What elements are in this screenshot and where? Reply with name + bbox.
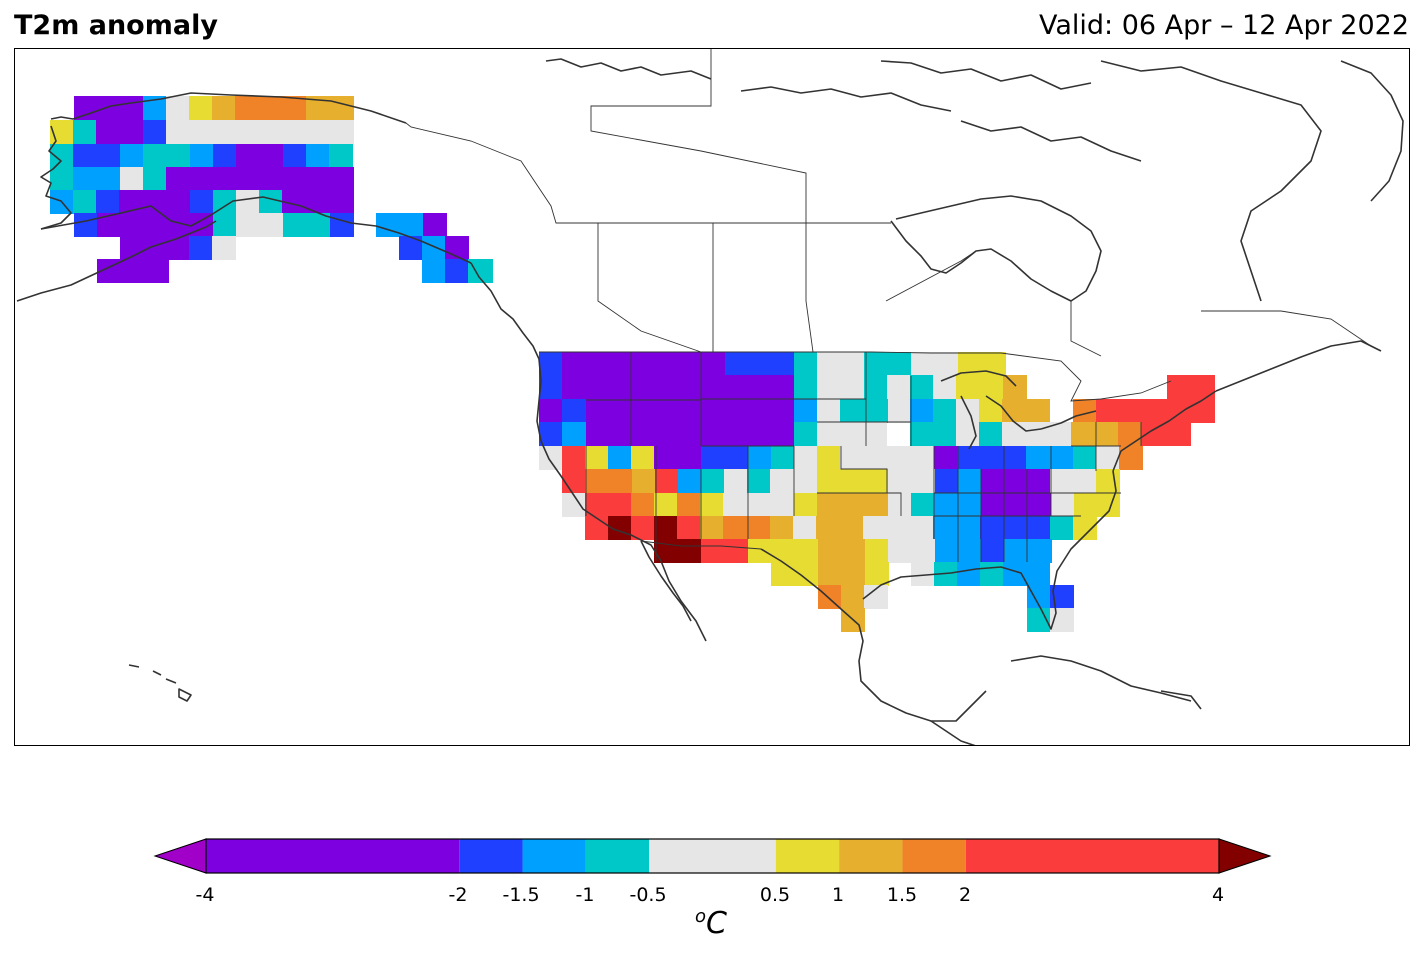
map-title: T2m anomaly bbox=[14, 10, 218, 41]
colorbar-bin bbox=[206, 839, 460, 873]
colorbar-unit-label: oC bbox=[695, 906, 727, 941]
colorbar-tick: 1 bbox=[831, 884, 845, 906]
coastlines bbox=[16, 58, 1404, 745]
political-borders bbox=[405, 49, 1372, 562]
colorbar-tick: -0.5 bbox=[629, 884, 667, 906]
colorbar-tick: -2 bbox=[448, 884, 468, 906]
unit-degree: o bbox=[695, 906, 707, 927]
map-canvas bbox=[16, 49, 1404, 745]
colorbar-tick: 0.5 bbox=[759, 884, 791, 906]
anomaly-grid-alaska bbox=[50, 96, 493, 283]
colorbar-bin bbox=[649, 839, 776, 873]
colorbar-tick: -1 bbox=[575, 884, 595, 906]
colorbar-tick: 1.5 bbox=[886, 884, 918, 906]
colorbar-bin bbox=[965, 839, 1219, 873]
colorbar-bin bbox=[775, 839, 840, 873]
valid-period: Valid: 06 Apr – 12 Apr 2022 bbox=[1039, 10, 1409, 41]
colorbar bbox=[153, 838, 1272, 874]
colorbar-bin bbox=[902, 839, 966, 873]
colorbar-bin bbox=[522, 839, 586, 873]
colorbar-bin bbox=[585, 839, 650, 873]
colorbar-bin bbox=[839, 839, 903, 873]
colorbar-under-extension bbox=[153, 838, 207, 874]
map-panel bbox=[14, 48, 1410, 746]
colorbar-over-extension bbox=[1218, 838, 1272, 874]
colorbar-tick: -1.5 bbox=[502, 884, 540, 906]
anomaly-grid-conus bbox=[539, 352, 1215, 632]
unit-symbol: C bbox=[706, 906, 727, 941]
colorbar-tick: 2 bbox=[958, 884, 972, 906]
colorbar-tick: -4 bbox=[195, 884, 215, 906]
colorbar-tick: 4 bbox=[1211, 884, 1225, 906]
colorbar-bin bbox=[459, 839, 523, 873]
